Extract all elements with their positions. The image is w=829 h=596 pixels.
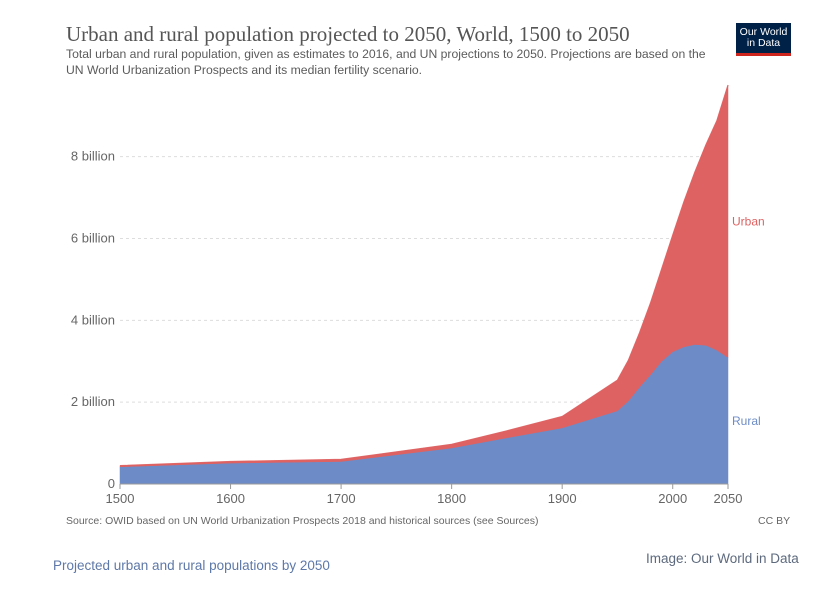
area-layers xyxy=(119,84,729,485)
owid-logo[interactable]: Our World in Data xyxy=(736,23,791,56)
series-label-urban: Urban xyxy=(732,214,765,228)
x-tick-label: 1800 xyxy=(437,491,466,506)
chart-subtitle: Total urban and rural population, given … xyxy=(66,47,706,77)
series-labels: Rural Urban xyxy=(732,214,765,427)
axes: 0 2 billion 4 billion 6 billion 8 billion 150… xyxy=(71,149,743,506)
logo-line-1: Our World xyxy=(739,26,788,38)
y-tick-label: 8 billion xyxy=(71,149,115,164)
chart-title: Urban and rural population projected to … xyxy=(66,22,630,46)
x-tick-label: 1600 xyxy=(216,491,245,506)
x-tick-label: 1900 xyxy=(548,491,577,506)
y-tick-label: 4 billion xyxy=(71,312,115,327)
figure-caption: Projected urban and rural populations by… xyxy=(53,558,330,573)
y-tick-label: 2 billion xyxy=(71,394,115,409)
y-tick-label: 0 xyxy=(108,476,115,491)
logo-line-2: in Data xyxy=(746,37,781,49)
x-tick-label: 1700 xyxy=(327,491,356,506)
x-tick-label: 2050 xyxy=(714,491,743,506)
source-note: Source: OWID based on UN World Urbanizat… xyxy=(66,515,539,527)
image-credit: Image: Our World in Data xyxy=(646,551,799,566)
license-link[interactable]: CC BY xyxy=(758,515,791,527)
series-label-rural: Rural xyxy=(732,414,761,428)
y-tick-label: 6 billion xyxy=(71,230,115,245)
line-urban xyxy=(119,84,729,467)
x-tick-label: 1500 xyxy=(106,491,135,506)
x-tick-label: 2000 xyxy=(658,491,687,506)
